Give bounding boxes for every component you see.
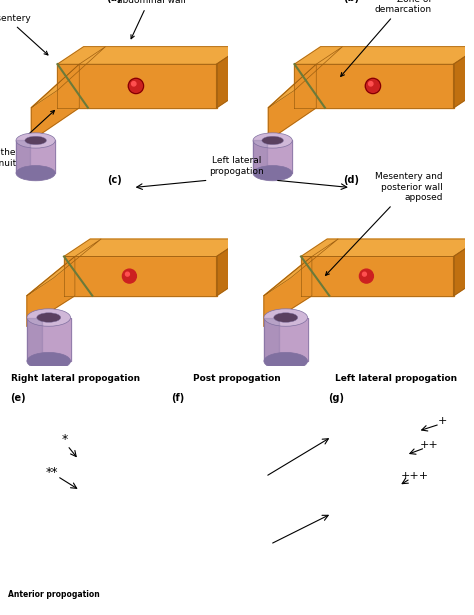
Polygon shape <box>294 47 474 64</box>
Polygon shape <box>268 47 342 108</box>
Ellipse shape <box>274 313 298 322</box>
Polygon shape <box>301 256 454 296</box>
Circle shape <box>365 78 381 93</box>
Text: Left lateral propogation: Left lateral propogation <box>335 375 457 383</box>
Ellipse shape <box>264 352 308 370</box>
Text: (g): (g) <box>328 394 344 403</box>
Ellipse shape <box>262 137 283 145</box>
Polygon shape <box>253 140 292 173</box>
Text: ++: ++ <box>420 440 439 450</box>
Polygon shape <box>31 64 79 140</box>
Polygon shape <box>27 317 42 361</box>
Polygon shape <box>301 239 474 256</box>
Polygon shape <box>264 256 312 326</box>
Circle shape <box>363 272 366 276</box>
Text: Post propogation: Post propogation <box>193 375 281 383</box>
Circle shape <box>122 269 137 283</box>
Polygon shape <box>253 140 267 173</box>
Text: Mesentery: Mesentery <box>0 14 48 55</box>
Text: (b): (b) <box>343 0 359 3</box>
Polygon shape <box>57 47 243 64</box>
Polygon shape <box>454 47 474 108</box>
Circle shape <box>369 82 373 86</box>
Text: **: ** <box>46 466 58 479</box>
Polygon shape <box>454 239 474 296</box>
Circle shape <box>359 269 374 283</box>
Text: Right lateral propogation: Right lateral propogation <box>11 375 140 383</box>
Polygon shape <box>27 317 71 361</box>
Ellipse shape <box>16 165 55 181</box>
Polygon shape <box>64 256 217 296</box>
Polygon shape <box>27 256 75 326</box>
Text: (f): (f) <box>172 394 185 403</box>
Text: (c): (c) <box>107 175 121 184</box>
Ellipse shape <box>264 309 308 326</box>
Ellipse shape <box>27 309 71 326</box>
Text: +: + <box>438 416 447 426</box>
Ellipse shape <box>16 133 55 148</box>
Text: Zone of
demarcation: Zone of demarcation <box>341 0 432 76</box>
Polygon shape <box>27 239 101 296</box>
Polygon shape <box>264 239 338 296</box>
Polygon shape <box>264 317 279 361</box>
Polygon shape <box>57 64 217 108</box>
Polygon shape <box>264 317 308 361</box>
Text: (e): (e) <box>10 394 26 403</box>
Circle shape <box>126 272 129 276</box>
Polygon shape <box>268 64 316 140</box>
Text: (a): (a) <box>106 0 122 3</box>
Polygon shape <box>31 47 105 108</box>
Polygon shape <box>64 239 243 256</box>
Circle shape <box>128 78 144 93</box>
Polygon shape <box>217 239 243 296</box>
Text: Mesothelial
continuity: Mesothelial continuity <box>0 111 55 168</box>
Polygon shape <box>16 140 55 173</box>
Text: +++: +++ <box>401 470 429 481</box>
Ellipse shape <box>25 137 46 145</box>
Text: Anterior propogation: Anterior propogation <box>8 590 100 600</box>
Text: (d): (d) <box>343 175 359 184</box>
Circle shape <box>132 82 136 86</box>
Polygon shape <box>294 64 454 108</box>
Text: Left lateral
propogation: Left lateral propogation <box>210 156 264 176</box>
Ellipse shape <box>27 352 71 370</box>
Polygon shape <box>217 47 243 108</box>
Ellipse shape <box>253 133 292 148</box>
Polygon shape <box>16 140 30 173</box>
Text: *: * <box>61 433 68 446</box>
Ellipse shape <box>37 313 61 322</box>
Ellipse shape <box>253 165 292 181</box>
Text: Posterior
abdominal wall: Posterior abdominal wall <box>117 0 186 39</box>
Text: Mesentery and
posterior wall
apposed: Mesentery and posterior wall apposed <box>326 172 443 276</box>
